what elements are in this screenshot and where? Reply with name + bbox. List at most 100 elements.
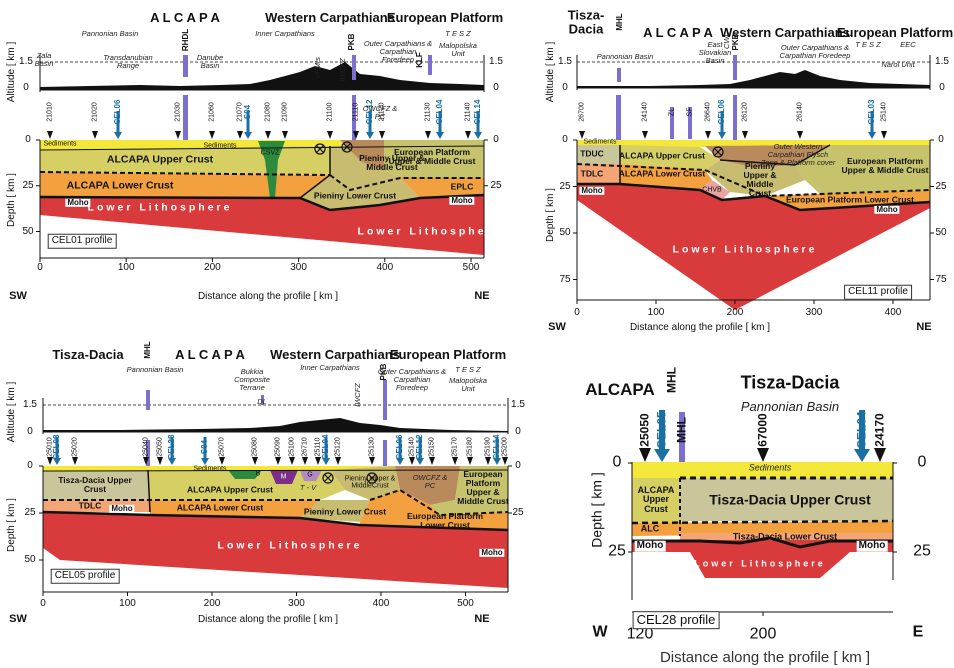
region-label: DL xyxy=(257,398,267,406)
tick-label: 75 xyxy=(935,274,946,285)
axis-label: Depth [ km ] xyxy=(546,188,557,242)
layer-label: Moho xyxy=(109,505,134,513)
layer-label: ALCAPA Lower Crust xyxy=(177,504,263,513)
station-marker xyxy=(757,448,769,462)
station-marker xyxy=(335,457,341,465)
tick-label: 400 xyxy=(373,599,390,610)
region-label: Inner Carpathians xyxy=(300,364,360,372)
layer-label: Sediments xyxy=(193,465,226,472)
layer-label: B xyxy=(256,470,261,477)
layer-label: ALCAPA Upper Crust xyxy=(107,154,213,165)
tick-label: 0 xyxy=(493,83,499,94)
station-marker xyxy=(742,131,748,139)
region-label: VFMts xyxy=(314,57,322,79)
station-label: 25070 xyxy=(218,437,225,456)
station-label: 21110 xyxy=(352,103,359,121)
tick-label: 50 xyxy=(22,226,33,237)
tick-label: 25 xyxy=(935,181,946,192)
station-label: 26140 xyxy=(796,102,803,121)
station-marker xyxy=(219,457,225,465)
tick-label: 50 xyxy=(935,228,946,239)
tick-label: 0 xyxy=(939,83,945,94)
layer-label: Moho xyxy=(635,541,666,552)
header: Western Carpathians xyxy=(270,348,400,362)
region-label: Pannonian Basin xyxy=(82,30,139,38)
region-label: Zala Basin xyxy=(29,52,59,68)
tick-label: 1.5 xyxy=(19,57,33,68)
header: ALCAPA xyxy=(585,381,655,399)
fault-bar xyxy=(183,95,188,140)
station-label: 25150 xyxy=(428,437,435,456)
tick-label: 25 xyxy=(24,508,35,519)
profile-label: CEL01 profile xyxy=(48,234,117,249)
station-label: 25090 xyxy=(274,437,281,456)
station-marker xyxy=(72,457,78,465)
profile-label: CEL05 profile xyxy=(51,569,120,584)
tick-label: 0 xyxy=(27,461,33,472)
station-label: 26640 xyxy=(704,102,711,121)
station-label: CEL06 xyxy=(396,435,404,460)
region-label: CWC xyxy=(723,31,731,49)
axis-label: Depth [ km ] xyxy=(590,472,605,547)
station-label: 25050 xyxy=(639,413,652,446)
station-label: 25080 xyxy=(251,437,258,456)
layer-label: ALCAPA Upper Crust xyxy=(187,486,273,495)
cross-line-arrow xyxy=(244,132,252,139)
station-label: 25180 xyxy=(466,437,473,456)
header: European Platform xyxy=(837,26,953,40)
station-label: CEL14 xyxy=(474,100,482,125)
direction-label: SW xyxy=(548,322,566,334)
region-label: Transdanubian Range xyxy=(98,54,158,70)
station-label: ZL xyxy=(668,108,675,116)
station-marker xyxy=(642,131,648,139)
region-label: T E S Z xyxy=(455,366,480,374)
tick-label: 400 xyxy=(885,308,902,319)
layer-label: Pieniny Lower Crust xyxy=(314,192,396,201)
layer-label: Lower Lithosphere xyxy=(88,202,233,213)
fault-bar xyxy=(617,68,621,82)
header: European Platform xyxy=(390,348,506,362)
station-label: 26710 xyxy=(301,437,308,456)
axis-label: Altitude [ km ] xyxy=(546,42,557,103)
region-label: Malopolska Unit xyxy=(446,377,491,393)
station-marker xyxy=(265,131,271,139)
layer-label: Moho xyxy=(857,541,888,552)
tick-label: 200 xyxy=(204,263,221,274)
station-label: S04 xyxy=(244,105,252,119)
station-label: CEL05 xyxy=(656,411,669,448)
tick-label: 75 xyxy=(559,274,570,285)
layer-label: OWCFZ & PC xyxy=(410,474,450,490)
station-marker xyxy=(874,448,886,462)
direction-label: NE xyxy=(474,614,489,626)
tick-label: 200 xyxy=(204,599,221,610)
cross-line-arrow xyxy=(654,449,670,462)
region-label: PKB xyxy=(348,34,356,51)
topography xyxy=(43,418,508,432)
station-label: 24170 xyxy=(874,413,887,446)
region-label: Pannonian Basin xyxy=(127,366,184,374)
station-label: SF xyxy=(686,108,693,117)
station-label: 67000 xyxy=(757,413,770,446)
layer-label: Moho xyxy=(874,206,899,214)
station-marker xyxy=(92,131,98,139)
station-marker xyxy=(465,131,471,139)
cross-line-arrow xyxy=(201,458,209,465)
tick-label: 0 xyxy=(493,135,499,146)
tick-label: 1.5 xyxy=(511,400,525,411)
tick-label: 500 xyxy=(457,599,474,610)
figure: A L C A P AWestern CarpathiansEuropean P… xyxy=(0,0,954,668)
direction-label: E xyxy=(913,625,924,642)
station-marker xyxy=(485,457,491,465)
station-label: CEL12 xyxy=(416,435,424,460)
station-label: CEL14 xyxy=(493,435,501,460)
header: MHL xyxy=(616,13,624,30)
layer-label: Tisza-Dacia Lower Crust xyxy=(733,532,837,541)
tick-label: 0 xyxy=(515,461,521,472)
station-marker xyxy=(47,131,53,139)
header: A L C A P A xyxy=(150,11,220,25)
tick-label: 0 xyxy=(562,83,568,94)
region-label: Outer Carpathians & Carpathian Foredeep xyxy=(768,44,863,60)
tick-label: 1.5 xyxy=(489,57,503,68)
station-label: 25020 xyxy=(71,437,78,456)
layer-label: Sediments xyxy=(43,140,76,147)
